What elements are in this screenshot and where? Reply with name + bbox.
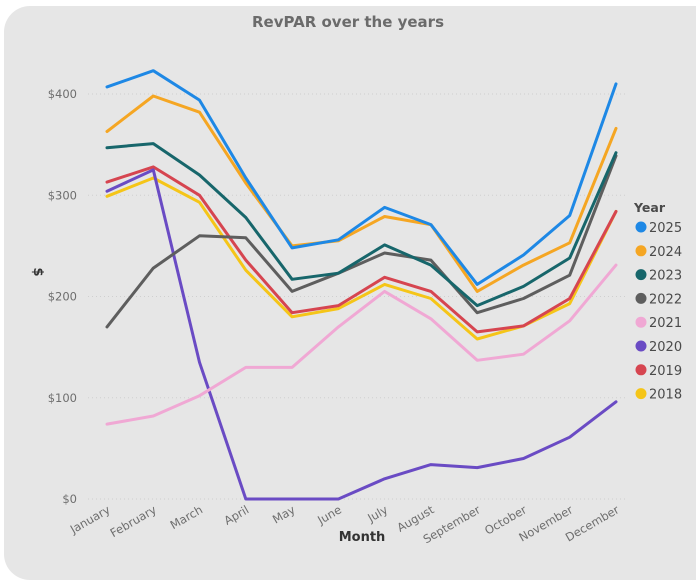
- y-tick-label: $400: [48, 87, 77, 101]
- legend-marker-icon: [635, 221, 647, 233]
- y-tick-label: $200: [48, 290, 77, 304]
- legend-marker-icon: [635, 269, 647, 281]
- series-line-2025: [105, 69, 618, 286]
- series-line-2024: [105, 94, 618, 293]
- y-tick-label: $300: [48, 188, 77, 202]
- legend-label: 2023: [649, 269, 682, 284]
- legend-marker-icon: [635, 316, 647, 328]
- legend-label: 2022: [649, 292, 682, 307]
- chart-card: [4, 6, 696, 580]
- x-tick-label: February: [108, 502, 159, 540]
- series-line-2022: [105, 154, 618, 329]
- legend-marker-icon: [635, 245, 647, 257]
- legend-item-2019[interactable]: 2019: [635, 364, 683, 379]
- legend-marker-icon: [635, 292, 647, 304]
- series-line-2019: [105, 165, 618, 334]
- legend-item-2022[interactable]: 2022: [635, 292, 683, 307]
- legend-marker-icon: [635, 364, 647, 376]
- legend-label: 2019: [649, 364, 682, 379]
- legend-item-2025[interactable]: 2025: [635, 221, 683, 236]
- series-lines: [105, 69, 618, 501]
- x-tick-label: June: [314, 502, 344, 527]
- legend-label: 2021: [649, 316, 682, 331]
- legend-item-2020[interactable]: 2020: [635, 340, 683, 355]
- y-tick-label: $0: [62, 492, 77, 506]
- y-tick-label: $100: [48, 391, 77, 405]
- legend-item-2023[interactable]: 2023: [635, 269, 683, 284]
- series-line-2023: [105, 142, 618, 308]
- series-line-2020: [105, 168, 618, 501]
- legend-item-2024[interactable]: 2024: [635, 245, 683, 260]
- y-axis-ticks: $0 $100 $200 $300 $400: [48, 87, 77, 506]
- x-tick-label: May: [270, 502, 298, 526]
- legend-title: Year: [633, 200, 666, 215]
- legend-marker-icon: [635, 388, 647, 400]
- x-tick-label: July: [364, 502, 390, 525]
- y-axis-title: $: [30, 267, 45, 276]
- x-axis-title: Month: [339, 530, 386, 545]
- legend-item-2021[interactable]: 2021: [635, 316, 683, 331]
- legend-label: 2018: [649, 388, 682, 403]
- legend-label: 2025: [649, 221, 682, 236]
- x-tick-label: January: [67, 502, 113, 537]
- gridlines: [88, 93, 625, 500]
- legend: Year 2025 2024 2023 2022 2021 2020 2019 2018: [633, 200, 682, 403]
- chart-title: RevPAR over the years: [252, 13, 444, 31]
- legend-marker-icon: [635, 340, 647, 352]
- legend-item-2018[interactable]: 2018: [635, 388, 683, 403]
- legend-label: 2024: [649, 245, 682, 260]
- x-tick-label: March: [168, 502, 205, 532]
- legend-label: 2020: [649, 340, 682, 355]
- series-line-2021: [105, 263, 618, 426]
- x-tick-label: April: [222, 502, 252, 527]
